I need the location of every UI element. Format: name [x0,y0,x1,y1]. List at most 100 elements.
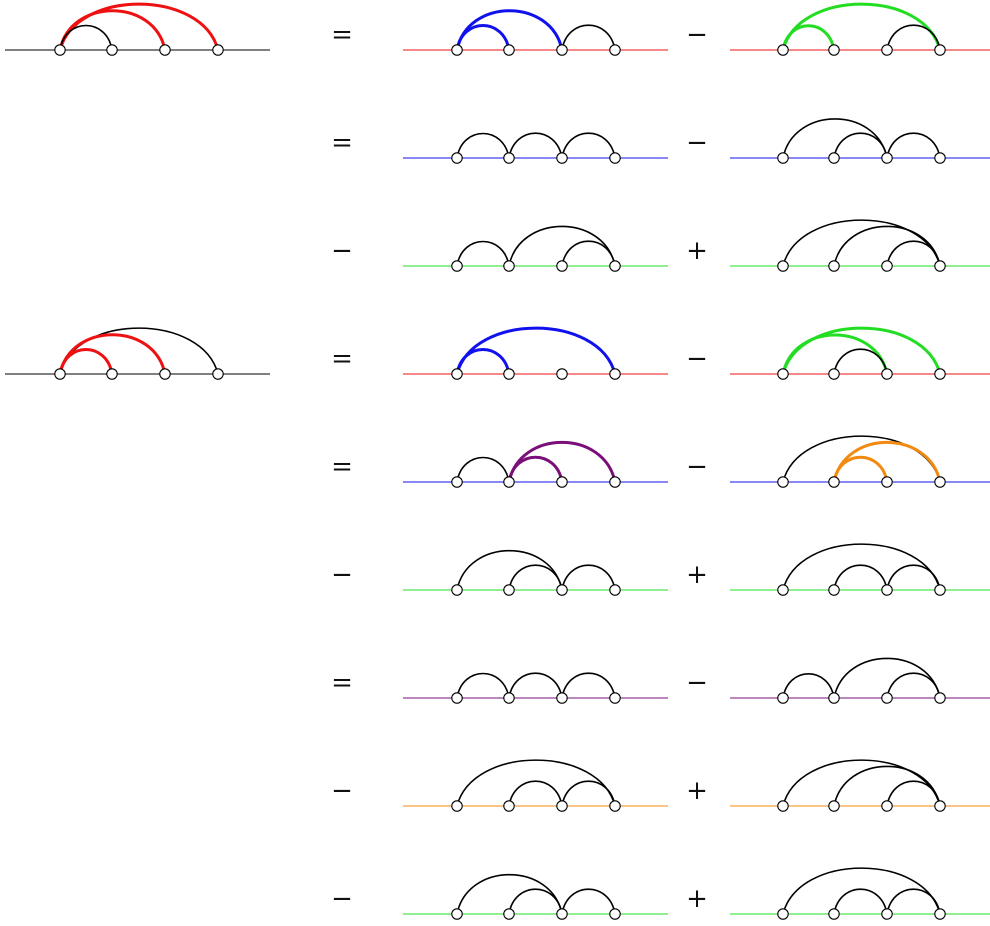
row-6-left-graph [403,549,668,596]
arc-2-3 [508,672,563,699]
row-2-lead-operator: = [331,128,353,158]
vertex-node-4 [609,44,621,56]
row-7-lead-operator: = [331,668,353,698]
vertex-node-1 [451,260,463,272]
vertex-node-2 [828,692,840,704]
vertex-node-1 [777,584,789,596]
vertex-node-2 [828,44,840,56]
row-8-lead-operator: − [331,776,353,806]
arc-2-3 [508,564,563,591]
row-1-left-graph [403,9,668,56]
arc-2-3 [833,348,888,375]
arc-1-2 [58,348,114,376]
arc-2-3 [833,564,888,591]
arc-1-2 [782,673,835,699]
vertex-node-1 [451,584,463,596]
arc-1-4 [782,543,941,591]
arc-2-3 [508,132,563,159]
arc-2-3 [832,455,889,484]
vertex-node-4 [934,692,946,704]
arc-1-2 [456,672,510,699]
vertex-node-3 [881,260,893,272]
vertex-node-4 [934,476,946,488]
row-9-mid-operator: + [686,884,708,914]
vertex-node-2 [503,584,515,596]
row-2-left-graph [403,132,668,164]
vertex-node-3 [556,908,568,920]
vertex-node-1 [777,44,789,56]
arc-1-3 [58,9,167,52]
vertex-node-2 [828,260,840,272]
lhs-graph-4 [5,327,270,380]
vertex-node-1 [777,800,789,812]
row-6-lead-operator: − [331,560,353,590]
row-4-right-graph [730,326,990,380]
row-7-mid-operator: − [686,668,708,698]
vertex-node-1 [451,44,463,56]
arc-3-4 [561,888,616,915]
row-2-mid-operator: − [686,128,708,158]
vertex-node-3 [881,692,893,704]
arc-3-4 [561,564,616,591]
vertex-node-2 [503,908,515,920]
vertex-node-4 [934,908,946,920]
arc-3-4 [561,672,616,699]
vertex-node-1 [451,368,463,380]
vertex-node-3 [556,476,568,488]
vertex-node-1 [777,260,789,272]
vertex-node-4 [609,476,621,488]
arc-1-3 [58,333,167,376]
vertex-node-2 [106,44,118,56]
arc-3-4 [886,240,941,267]
vertex-node-2 [503,44,515,56]
vertex-node-1 [777,368,789,380]
vertex-node-4 [934,152,946,164]
row-7-right-graph [730,657,990,704]
arc-1-4 [782,435,941,483]
row-8-mid-operator: + [686,776,708,806]
vertex-node-3 [556,800,568,812]
vertex-node-3 [881,44,893,56]
vertex-node-3 [159,44,171,56]
vertex-node-2 [503,800,515,812]
arc-1-2 [59,24,113,51]
row-1-mid-operator: − [686,20,708,50]
vertex-node-3 [881,584,893,596]
vertex-node-2 [503,476,515,488]
row-3-left-graph [403,225,668,272]
vertex-node-4 [609,584,621,596]
row-4-lead-operator: = [331,344,353,374]
arc-1-4 [781,326,942,376]
row-8-left-graph [403,759,668,812]
arc-1-3 [456,873,563,915]
arc-2-3 [833,888,888,915]
vertex-node-2 [828,584,840,596]
arc-3-4 [886,24,941,51]
vertex-node-2 [503,368,515,380]
vertex-node-1 [451,152,463,164]
vertex-node-1 [54,368,66,380]
vertex-node-3 [881,908,893,920]
arc-1-4 [58,2,220,52]
arc-1-2 [456,132,510,159]
vertex-node-2 [503,152,515,164]
arc-1-2 [456,456,510,483]
arc-3-4 [886,564,941,591]
arc-2-4 [833,765,941,807]
row-3-right-graph [730,219,990,272]
row-3-lead-operator: − [331,236,353,266]
vertex-node-2 [828,908,840,920]
arc-1-4 [782,867,941,915]
vertex-node-1 [777,692,789,704]
arc-3-4 [886,132,941,159]
vertex-node-2 [106,368,118,380]
row-8-right-graph [730,759,990,812]
arc-3-4 [561,132,616,159]
arc-3-4 [886,888,941,915]
arc-3-4 [561,24,616,51]
vertex-node-2 [503,260,515,272]
vertex-node-1 [54,44,66,56]
row-1-lead-operator: = [331,20,353,50]
vertex-node-3 [556,368,568,380]
row-2-right-graph [730,118,990,164]
